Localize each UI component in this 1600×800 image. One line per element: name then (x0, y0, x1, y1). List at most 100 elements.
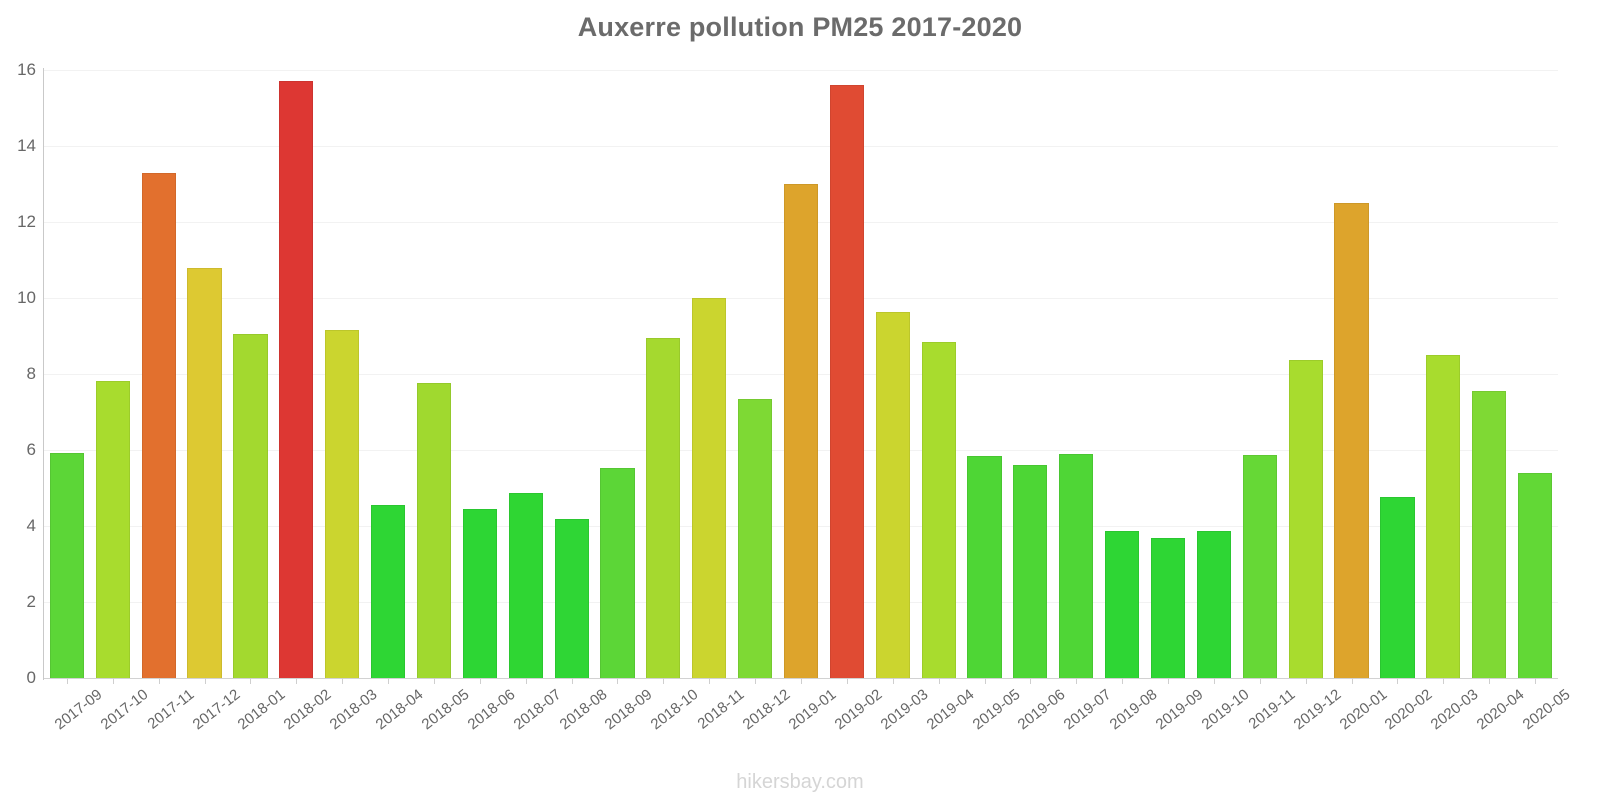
bar[interactable] (921, 341, 956, 678)
x-tick-mark (846, 678, 848, 684)
x-tick-mark (433, 678, 435, 684)
x-tick-label: 2019-08 (1106, 686, 1161, 734)
x-tick-mark (1030, 678, 1032, 684)
x-tick-mark (479, 678, 481, 684)
x-tick-mark (709, 678, 711, 684)
x-tick-label: 2019-10 (1198, 686, 1253, 734)
x-tick-mark (1076, 678, 1078, 684)
bar[interactable] (1517, 472, 1553, 678)
bar[interactable] (279, 81, 314, 678)
bar[interactable] (416, 383, 452, 678)
plot-area (44, 70, 1558, 679)
bar[interactable] (967, 456, 1002, 678)
x-tick-label: 2019-05 (969, 686, 1023, 734)
bar[interactable] (141, 172, 176, 678)
x-tick-label: 2018-04 (372, 686, 427, 734)
bar[interactable] (371, 505, 406, 678)
bar[interactable] (1288, 359, 1323, 678)
x-tick-label: 2017-09 (51, 686, 106, 734)
x-tick-mark (1168, 678, 1170, 684)
bar[interactable] (462, 509, 497, 678)
x-tick-label: 2017-10 (97, 686, 152, 734)
x-tick-mark (892, 678, 894, 684)
x-tick-label: 2018-01 (235, 686, 289, 734)
bar[interactable] (554, 519, 589, 678)
x-tick-mark (801, 678, 802, 684)
x-tick-label: 2020-01 (1336, 686, 1390, 734)
bar[interactable] (1105, 530, 1140, 678)
x-tick-mark (66, 678, 68, 684)
bar[interactable] (1059, 453, 1094, 678)
x-tick-mark (388, 678, 390, 684)
x-tick-label: 2017-12 (189, 686, 244, 734)
x-tick-label: 2019-12 (1290, 686, 1345, 734)
y-tick-label: 6 (26, 440, 36, 459)
x-tick-label: 2020-04 (1473, 686, 1528, 734)
y-tick-label: 2 (26, 592, 36, 611)
bar[interactable] (600, 468, 635, 678)
bar[interactable] (233, 334, 268, 678)
x-tick-label: 2018-09 (602, 686, 656, 734)
x-tick-label: 2019-07 (1060, 686, 1115, 734)
x-tick-label: 2019-03 (877, 686, 932, 734)
bar[interactable] (1380, 496, 1415, 678)
x-tick-mark (1443, 678, 1445, 684)
x-tick-label: 2020-02 (1382, 686, 1436, 734)
x-tick-mark (984, 678, 986, 684)
x-tick-mark (755, 678, 757, 684)
bar[interactable] (1242, 454, 1277, 678)
y-tick-label: 16 (17, 60, 36, 79)
bar[interactable] (646, 338, 681, 678)
x-tick-label: 2018-11 (694, 686, 748, 733)
x-tick-mark (342, 678, 344, 684)
x-tick-mark (112, 678, 114, 684)
bar[interactable] (1150, 538, 1186, 678)
bar[interactable] (783, 184, 819, 678)
x-tick-label: 2018-08 (556, 686, 611, 734)
x-tick-label: 2018-12 (739, 686, 794, 734)
x-tick-mark (1489, 678, 1491, 684)
x-tick-mark (617, 678, 619, 684)
bar[interactable] (692, 298, 727, 678)
x-tick-label: 2018-10 (647, 686, 702, 734)
x-tick-label: 2020-05 (1519, 686, 1574, 734)
x-tick-mark (663, 678, 665, 684)
y-tick-label: 12 (17, 212, 36, 231)
x-tick-mark (1122, 678, 1124, 684)
x-tick-mark (1397, 678, 1399, 684)
x-tick-mark (158, 678, 160, 684)
bar[interactable] (187, 268, 222, 678)
bar[interactable] (508, 492, 543, 678)
y-axis-tick-labels: 0 2 4 6 8 10 12 14 16 (0, 60, 36, 687)
bar[interactable] (325, 329, 360, 678)
x-tick-label: 2020-03 (1427, 686, 1482, 734)
x-tick-label: 2017-11 (144, 686, 198, 733)
x-tick-label: 2019-06 (1015, 686, 1069, 734)
y-tick-label: 0 (26, 668, 36, 687)
chart-title: Auxerre pollution PM25 2017-2020 (577, 12, 1023, 42)
bar[interactable] (829, 85, 864, 678)
x-tick-label: 2019-04 (923, 686, 978, 734)
bar[interactable] (49, 453, 85, 678)
x-tick-mark (296, 678, 298, 684)
bar-series (44, 70, 1558, 678)
x-tick-mark (525, 678, 527, 684)
bar[interactable] (1472, 390, 1507, 678)
y-tick-label: 14 (17, 136, 36, 155)
bar[interactable] (1196, 530, 1231, 678)
bar[interactable] (738, 399, 773, 678)
x-tick-label: 2019-11 (1245, 686, 1299, 733)
y-tick-label: 10 (17, 288, 36, 307)
bar[interactable] (95, 380, 130, 678)
bar[interactable] (1013, 465, 1048, 678)
x-tick-mark (250, 678, 252, 684)
bar[interactable] (1426, 355, 1461, 678)
bar[interactable] (875, 312, 910, 678)
x-tick-mark (1305, 678, 1307, 684)
x-tick-mark (1213, 678, 1215, 684)
x-tick-label: 2018-02 (280, 686, 335, 734)
y-tick-label: 4 (26, 516, 36, 535)
x-tick-label: 2018-06 (464, 686, 519, 734)
bar[interactable] (1334, 203, 1369, 678)
